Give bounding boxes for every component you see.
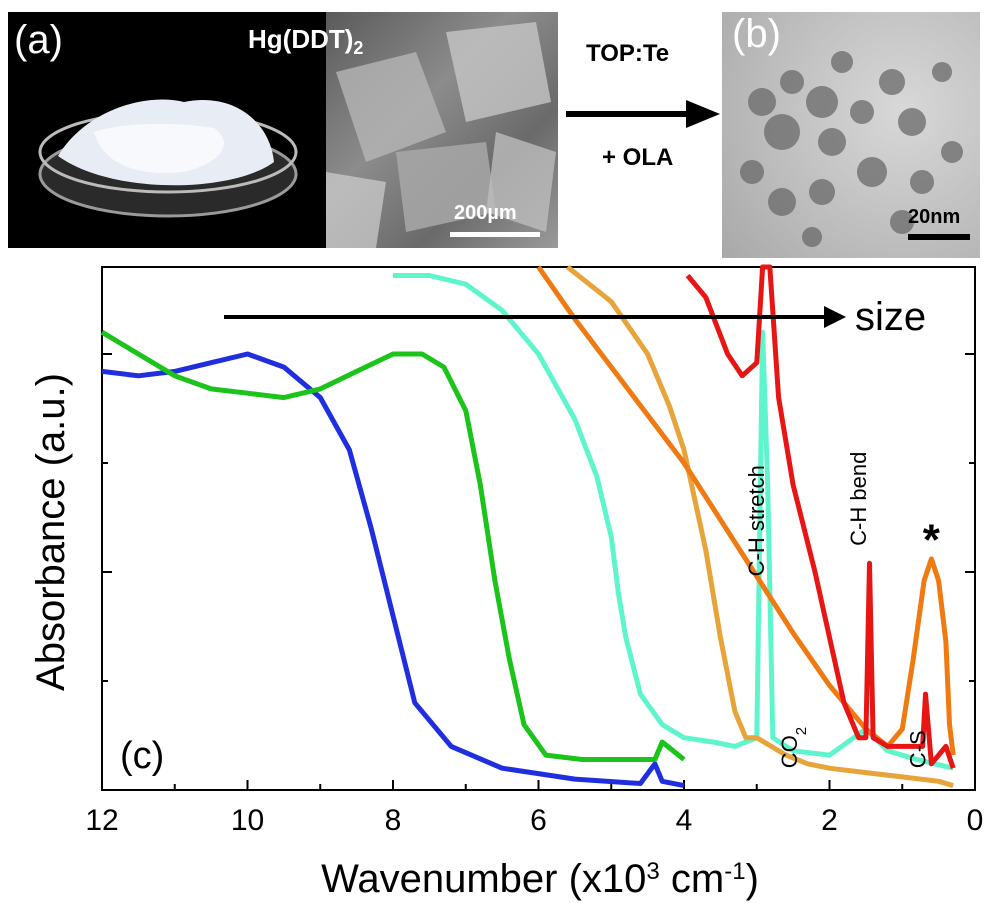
annotation-label: C-H bend [846, 452, 871, 546]
x-tick-label: 2 [821, 804, 838, 837]
reaction-top-text: TOP:Te [586, 40, 669, 68]
reaction-arrow-group: TOP:Te + OLA [560, 40, 722, 220]
tem-image: 20nm (b) [722, 12, 980, 258]
tem-scale-label: 20nm [908, 206, 960, 229]
x-tick-label: 12 [85, 804, 118, 837]
x-tick-label: 8 [385, 804, 402, 837]
x-axis-label-unit: cm [660, 857, 724, 901]
axis-ticks: 12 10 8 6 4 2 0 [85, 354, 983, 837]
x-tick-label: 0 [967, 804, 984, 837]
annotation-label: C-H stretch [744, 465, 769, 576]
panel-c-letter: (c) [120, 735, 164, 777]
compound-name: Hg(DDT) [248, 24, 353, 54]
y-axis-label: Absorbance (a.u.) [29, 373, 73, 691]
x-axis-label-unit-exp: -1 [724, 858, 745, 885]
annotation-label: C-S [906, 730, 931, 768]
x-tick-label: 10 [231, 804, 264, 837]
series-line-0 [102, 354, 684, 786]
compound-label: Hg(DDT)2 [248, 24, 363, 59]
sem-scale-bar [450, 232, 540, 237]
series-line-5 [688, 267, 954, 768]
series-line-1 [102, 332, 684, 759]
compound-subscript: 2 [353, 38, 363, 58]
x-tick-label: 4 [676, 804, 693, 837]
reaction-arrow-icon [560, 94, 722, 134]
x-axis-label-close: ) [746, 857, 759, 901]
size-arrow-head [824, 306, 846, 328]
tem-scale-bar [908, 234, 970, 240]
x-axis-label-exp: 3 [646, 858, 659, 885]
peak-asterisk: * [923, 516, 941, 565]
petri-dish-image [34, 92, 302, 222]
series-layer [102, 267, 953, 786]
panel-b-letter: (b) [732, 12, 781, 57]
x-axis-label-main: Wavenumber (x10 [321, 857, 646, 901]
panel-a-letter: (a) [14, 18, 63, 63]
size-label: size [855, 295, 926, 339]
x-tick-label: 6 [530, 804, 547, 837]
reaction-bottom-text: + OLA [602, 144, 673, 172]
plot-frame [102, 267, 975, 790]
sem-scale-label: 200µm [454, 202, 517, 225]
x-axis-label: Wavenumber (x103 cm-1) [321, 857, 759, 901]
